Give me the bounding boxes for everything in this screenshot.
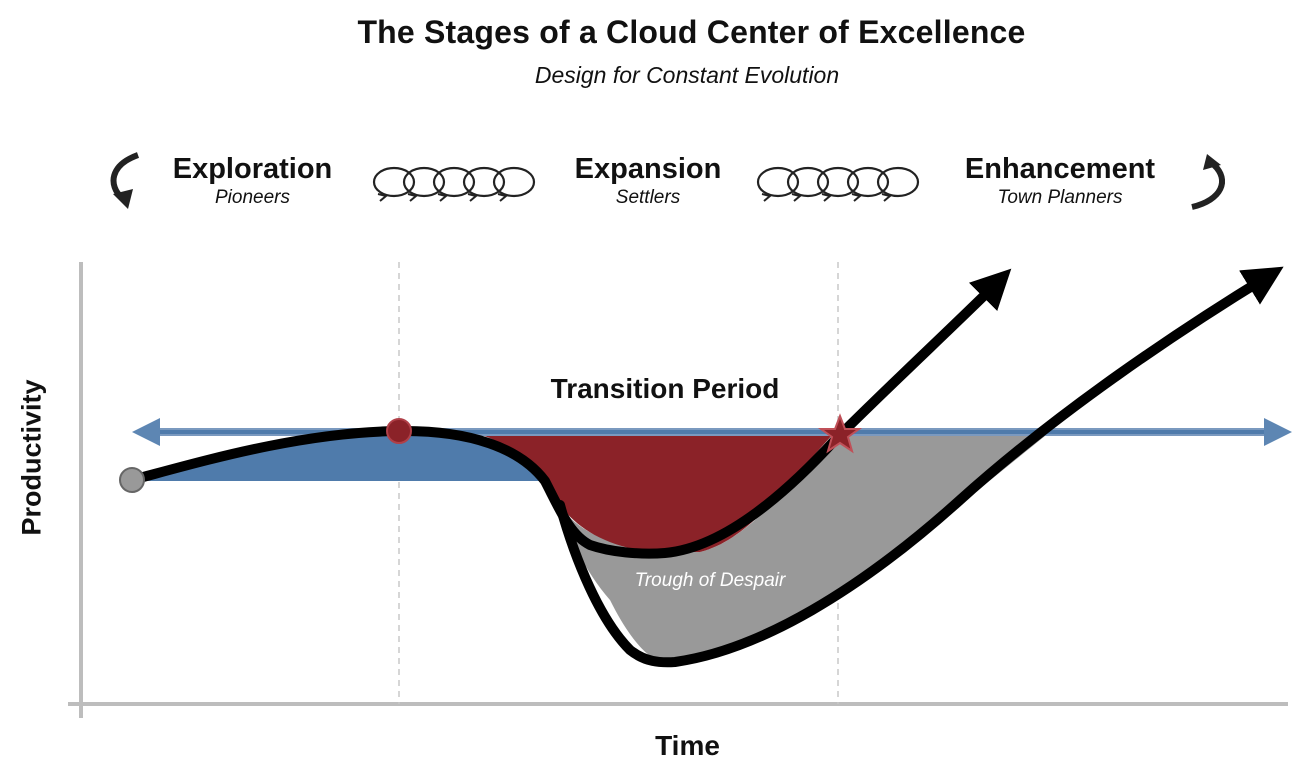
diagram-subtitle: Design for Constant Evolution xyxy=(534,62,840,88)
stage-expansion-name: Expansion xyxy=(574,153,722,185)
transition-period-label: Transition Period xyxy=(550,373,780,404)
trough-of-despair-label: Trough of Despair xyxy=(634,570,786,591)
stage-enhancement-role: Town Planners xyxy=(997,187,1123,208)
peak-marker xyxy=(386,418,412,444)
loop-arrows-icon xyxy=(756,166,920,202)
y-axis-label: Productivity xyxy=(16,379,47,536)
gray-area xyxy=(548,432,1050,662)
x-axis-label: Time xyxy=(655,730,720,761)
loop-arrows-icon xyxy=(372,166,536,202)
star-marker xyxy=(817,413,863,454)
stage-enhancement: Enhancement Town Planners xyxy=(940,152,1180,210)
stage-expansion: Expansion Settlers xyxy=(548,152,748,210)
stage-exploration-role: Pioneers xyxy=(215,187,290,208)
curved-arrow-icon xyxy=(1191,154,1226,210)
diagram-title: The Stages of a Cloud Center of Excellen… xyxy=(357,14,1026,50)
productivity-curve-early xyxy=(127,268,1012,559)
stage-enhancement-name: Enhancement xyxy=(964,153,1156,185)
start-point-marker xyxy=(119,467,145,493)
stage-exploration: Exploration Pioneers xyxy=(150,152,355,210)
stage-exploration-name: Exploration xyxy=(172,153,333,185)
productivity-curve-late xyxy=(555,266,1284,668)
stage-expansion-role: Settlers xyxy=(615,187,681,208)
exploration-area xyxy=(132,430,545,481)
curved-arrow-icon xyxy=(110,152,140,209)
